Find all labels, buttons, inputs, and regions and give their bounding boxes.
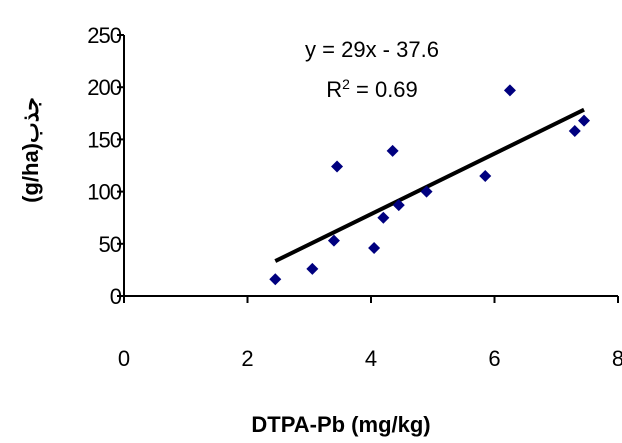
trendline xyxy=(274,107,585,263)
y-ticks: 0 50 100 150 200 250 xyxy=(87,23,124,309)
y-tick-label: 100 xyxy=(87,180,121,205)
x-tick-label: 0 xyxy=(118,346,130,371)
x-ticks: 0 2 4 6 8 xyxy=(118,296,622,371)
data-point xyxy=(392,199,405,212)
r-squared-label: R2 = 0.69 xyxy=(326,76,418,102)
x-tick-label: 6 xyxy=(488,346,500,371)
data-points xyxy=(269,84,591,286)
data-point xyxy=(306,262,319,275)
r-squared-r: R xyxy=(326,77,342,102)
data-point xyxy=(420,185,433,198)
data-point xyxy=(327,234,340,247)
x-axis-title: DTPA-Pb (mg/kg) xyxy=(251,412,430,437)
y-tick-label: 250 xyxy=(87,23,121,48)
data-point xyxy=(269,273,282,286)
data-point xyxy=(331,160,344,173)
r-squared-value: = 0.69 xyxy=(350,77,418,102)
y-axis-title: (g/ha)جذب xyxy=(18,97,43,203)
y-tick-label: 50 xyxy=(99,232,122,257)
data-point xyxy=(578,114,591,127)
y-tick-label: 200 xyxy=(87,75,121,100)
x-tick-label: 4 xyxy=(365,346,377,371)
y-tick-label: 0 xyxy=(110,284,122,309)
data-point xyxy=(503,84,516,97)
x-tick-label: 2 xyxy=(241,346,253,371)
data-point xyxy=(386,144,399,157)
r-squared-superscript: 2 xyxy=(342,76,350,92)
data-point xyxy=(368,241,381,254)
trendline-equation: y = 29x - 37.6 xyxy=(305,37,439,62)
data-point xyxy=(377,211,390,224)
x-tick-label: 8 xyxy=(612,346,622,371)
data-point xyxy=(568,125,581,138)
y-tick-label: 150 xyxy=(87,127,121,152)
data-point xyxy=(479,169,492,182)
